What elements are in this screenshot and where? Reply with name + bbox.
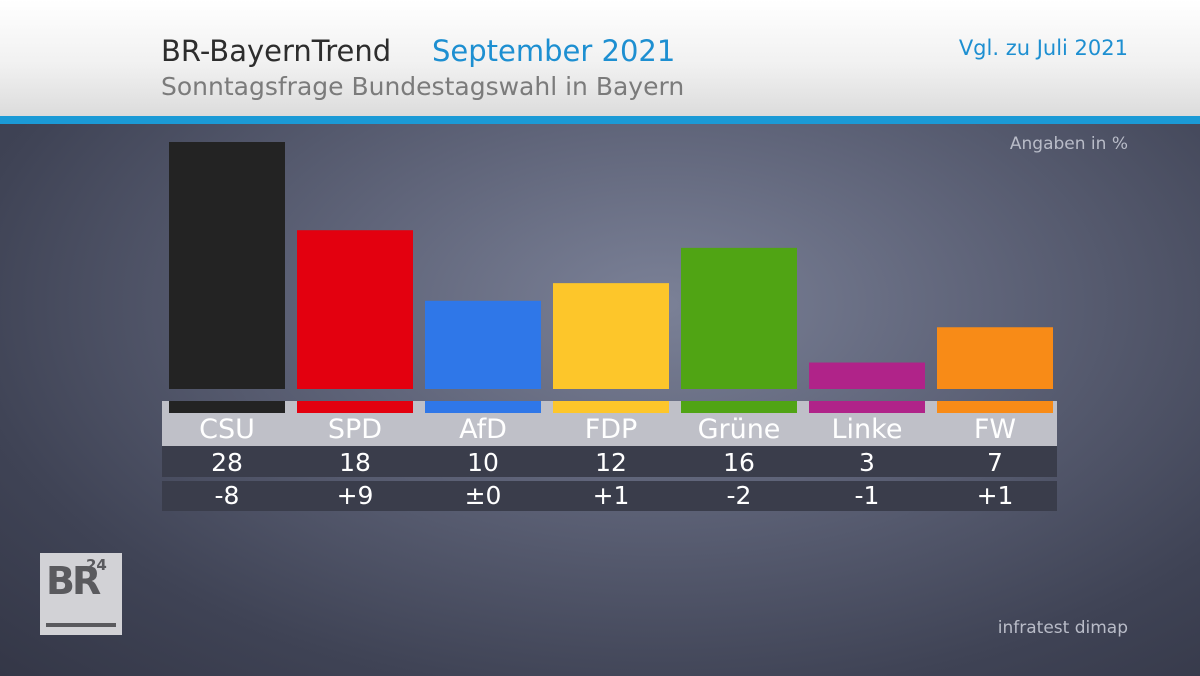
category-label: Linke	[832, 414, 903, 445]
survey-date: September 2021	[432, 34, 676, 68]
bar-fdp	[553, 283, 669, 389]
comparison-note: Vgl. zu Juli 2021	[958, 36, 1128, 60]
page-title: BR-BayernTrend	[161, 34, 392, 68]
bar-afd	[425, 300, 541, 389]
category-label: FW	[974, 414, 1016, 445]
page-subtitle: Sonntagsfrage Bundestagswahl in Bayern	[161, 72, 685, 101]
value-label: 28	[211, 448, 243, 477]
value-label: 7	[987, 448, 1003, 477]
bar-color-strip-fw	[937, 401, 1053, 413]
bar-linke	[809, 362, 925, 389]
value-label: 18	[339, 448, 371, 477]
logo-underline	[46, 623, 116, 627]
change-label: +1	[593, 481, 630, 510]
bar-color-strip-spd	[297, 401, 413, 413]
bar-color-strip-afd	[425, 401, 541, 413]
bar-grüne	[681, 247, 797, 389]
category-label: Grüne	[698, 414, 781, 445]
change-label: +1	[977, 481, 1014, 510]
units-note: Angaben in %	[1009, 134, 1128, 154]
bar-color-strip-linke	[809, 401, 925, 413]
category-label: AfD	[459, 414, 507, 445]
logo-superscript: 24	[86, 556, 107, 574]
change-label: ±0	[465, 481, 502, 510]
logo-text: BR	[46, 559, 101, 603]
header-panel: BR-BayernTrend September 2021 Sonntagsfr…	[0, 0, 1200, 116]
value-label: 10	[467, 448, 499, 477]
value-label: 12	[595, 448, 627, 477]
value-row-band	[162, 446, 1057, 477]
category-label: SPD	[328, 414, 382, 445]
header-divider	[0, 116, 1200, 124]
value-label: 16	[723, 448, 755, 477]
bar-color-strip-grüne	[681, 401, 797, 413]
change-label: -8	[215, 481, 240, 510]
category-label: CSU	[199, 414, 255, 445]
value-label: 3	[859, 448, 875, 477]
category-label: FDP	[585, 414, 638, 445]
change-row-band	[162, 481, 1057, 511]
bar-spd	[297, 230, 413, 389]
bar-color-strip-csu	[169, 401, 285, 413]
bar-csu	[169, 142, 285, 389]
change-label: -2	[727, 481, 752, 510]
bar-fw	[937, 327, 1053, 389]
source-credit: infratest dimap	[997, 618, 1128, 638]
change-label: -1	[855, 481, 880, 510]
bar-color-strip-fdp	[553, 401, 669, 413]
change-label: +9	[337, 481, 374, 510]
br24-logo: BR 24	[40, 553, 122, 635]
